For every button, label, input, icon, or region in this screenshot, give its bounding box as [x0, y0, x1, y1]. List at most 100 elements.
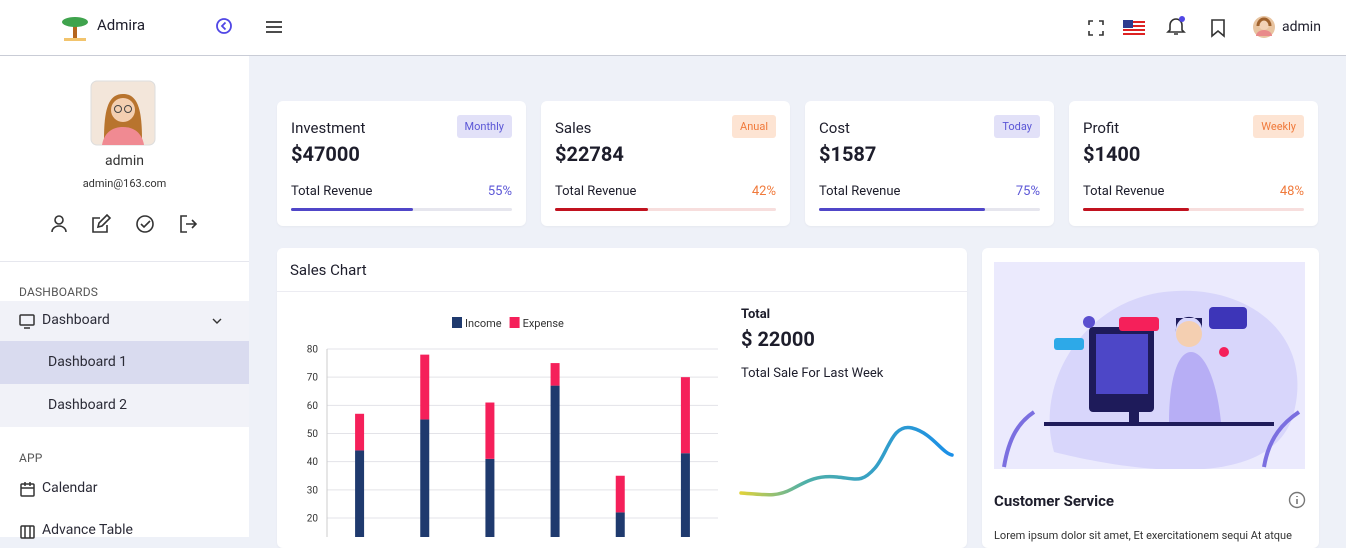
y-tick-label: 30	[307, 485, 319, 496]
profile-email: admin@163.com	[82, 177, 167, 190]
card-caption: Total Revenue	[819, 184, 901, 199]
summary-caption: Total Sale For Last Week	[741, 366, 884, 381]
bar-segment	[420, 419, 430, 537]
bar-segment	[355, 450, 365, 537]
card-caption: Total Revenue	[555, 184, 637, 199]
y-tick-label: 20	[307, 514, 319, 525]
card-title: Sales Chart	[290, 261, 367, 279]
card-title: Profit	[1083, 119, 1120, 137]
menu-label[interactable]: Dashboard 1	[48, 354, 128, 370]
service-card: Customer Service Lorem ipsum dolor sit a…	[982, 248, 1319, 548]
profile-name: admin	[105, 153, 144, 169]
progress-track	[555, 208, 776, 211]
collapse-button[interactable]	[215, 17, 233, 35]
card-title: Cost	[819, 119, 850, 137]
menu-label[interactable]: Dashboard 2	[48, 397, 128, 413]
card-badge[interactable]: Monthly	[456, 115, 512, 138]
profile-photo	[90, 80, 156, 146]
y-tick-label: 50	[307, 429, 319, 440]
divider	[277, 291, 967, 292]
card-value: $1400	[1083, 142, 1141, 166]
progress-bar	[819, 208, 985, 211]
card-badge[interactable]: Anual	[732, 115, 776, 138]
card-badge[interactable]: Weekly	[1253, 115, 1304, 138]
language-flag[interactable]	[1123, 20, 1145, 36]
bar-segment	[550, 363, 560, 386]
profile-icon[interactable]	[51, 215, 67, 233]
divider	[0, 261, 249, 262]
summary-label: Total	[741, 307, 771, 322]
bar-segment	[485, 458, 495, 537]
card-badge[interactable]: Today	[994, 115, 1040, 138]
user-avatar[interactable]	[1253, 16, 1275, 38]
stat-card: Investment Monthly $47000 Total Revenue 55%	[277, 101, 526, 226]
service-title: Customer Service	[994, 492, 1115, 510]
summary-value: $ 22000	[741, 327, 815, 351]
section-title: APP	[19, 451, 43, 465]
chevron	[212, 318, 222, 324]
top-bar: Admira admin	[0, 0, 1346, 56]
bar-segment	[615, 475, 625, 513]
menu-row[interactable]: Dashboard	[0, 301, 249, 341]
legend-swatch	[509, 317, 520, 328]
sidebar: admin admin@163.com DASHBOARDS Dashboard…	[0, 56, 249, 539]
menu-label[interactable]: Advance Table	[42, 522, 133, 538]
bar-segment	[485, 402, 495, 459]
legend-label: Income	[465, 317, 502, 330]
stat-card: Sales Anual $22784 Total Revenue 42%	[541, 101, 790, 226]
service-illustration	[994, 262, 1305, 469]
card-percent: 42%	[751, 184, 776, 199]
bar-segment	[680, 453, 690, 537]
menu-label[interactable]: Calendar	[42, 480, 98, 496]
card-caption: Total Revenue	[291, 184, 373, 199]
calendar-icon	[20, 482, 35, 497]
card-title: Investment	[291, 119, 366, 137]
stat-card: Profit Weekly $1400 Total Revenue 48%	[1069, 101, 1318, 226]
card-percent: 75%	[1015, 184, 1040, 199]
menu-label[interactable]: Dashboard	[42, 312, 110, 328]
bar-chart: 20 30 40 50 60 70 80 Income Expense	[307, 317, 718, 537]
user-name[interactable]: admin	[1282, 19, 1321, 35]
table-icon	[20, 525, 35, 539]
stat-card: Cost Today $1587 Total Revenue 75%	[805, 101, 1054, 226]
legend-label: Expense	[523, 317, 564, 330]
progress-track	[1083, 208, 1304, 211]
card-caption: Total Revenue	[1083, 184, 1165, 199]
fullscreen-button[interactable]	[1087, 19, 1105, 37]
bar-segment	[680, 377, 690, 454]
progress-track	[819, 208, 1040, 211]
info-button[interactable]	[1288, 491, 1306, 509]
y-tick-label: 60	[307, 401, 319, 412]
check-icon[interactable]	[136, 215, 154, 233]
card-percent: 55%	[487, 184, 512, 199]
section-title: DASHBOARDS	[19, 285, 99, 299]
bar-segment	[420, 354, 430, 420]
edit-icon[interactable]	[92, 213, 112, 233]
service-text: Lorem ipsum dolor sit amet, Et exercitat…	[994, 529, 1292, 542]
logo	[62, 17, 88, 41]
y-tick-label: 40	[307, 457, 319, 468]
bookmark-button[interactable]	[1210, 18, 1226, 38]
logout-icon[interactable]	[180, 215, 198, 233]
card-percent: 48%	[1279, 184, 1304, 199]
progress-track	[291, 208, 512, 211]
card-title: Sales	[555, 119, 592, 137]
menu-row[interactable]: Dashboard 2	[0, 384, 249, 427]
bar-segment	[550, 385, 560, 537]
bar-segment	[355, 413, 365, 451]
notification-button[interactable]	[1166, 15, 1186, 37]
brand: Admira	[97, 16, 145, 34]
card-value: $1587	[819, 142, 877, 166]
menu-button[interactable]	[265, 19, 283, 35]
menu-row-active[interactable]: Dashboard 1	[0, 341, 249, 384]
card-value: $47000	[291, 142, 360, 166]
sparkline	[739, 425, 954, 497]
y-tick-label: 70	[307, 373, 319, 384]
card-value: $22784	[555, 142, 624, 166]
progress-bar	[555, 208, 648, 211]
legend-swatch	[452, 317, 462, 328]
progress-bar	[291, 208, 413, 211]
profile-actions	[51, 213, 198, 233]
y-tick-label: 80	[307, 345, 319, 356]
